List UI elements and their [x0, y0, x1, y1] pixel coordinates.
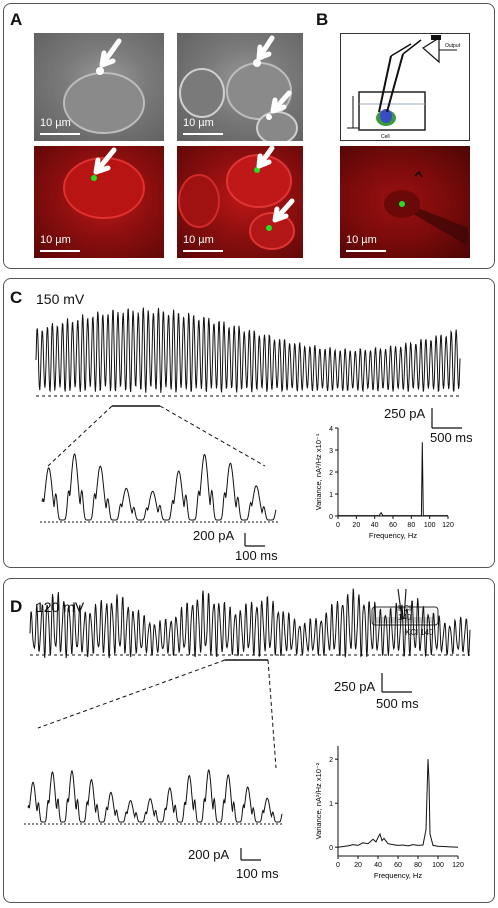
- scale-bar-line: [346, 250, 386, 252]
- cell-outline: [178, 146, 295, 250]
- x-tick-label: 0: [336, 862, 340, 869]
- arrow-icon: [93, 147, 117, 175]
- zoomed-trace-c: [41, 453, 277, 521]
- panel-d-label: D: [10, 597, 23, 616]
- spectrum-line: [338, 442, 448, 517]
- x-tick-label: 120: [442, 522, 454, 529]
- zoom-scale-time-label-c: 100 ms: [235, 548, 278, 563]
- current-trace-c: [35, 307, 461, 393]
- x-tick-label: 80: [414, 862, 422, 869]
- spectrum-line: [337, 759, 459, 848]
- patch-schematic-drawing: Output Cell: [347, 35, 461, 140]
- scale-bar-line: [40, 133, 80, 135]
- zoom-guide-right-d: [267, 659, 277, 769]
- scale-bar-label: 10 µm: [183, 117, 214, 129]
- x-tick-label: 60: [394, 862, 402, 869]
- x-tick-label: 100: [424, 522, 436, 529]
- cell-outline: [63, 147, 145, 219]
- svg-text:Cell: Cell: [381, 134, 390, 140]
- pipette-overlay: [384, 170, 468, 246]
- x-tick-label: 0: [336, 522, 340, 529]
- x-tick-label: 80: [407, 522, 415, 529]
- y-tick-label: 3: [329, 448, 333, 455]
- y-axis-label: Variance, nA²/Hz x10⁻²: [314, 762, 323, 839]
- panel-c-voltage: 150 mV: [36, 291, 85, 307]
- scale-bar-line: [40, 250, 80, 252]
- panel-c-box: [3, 278, 495, 568]
- scale-bar-label: 10 µm: [183, 234, 214, 246]
- scale-time-label-d: 500 ms: [376, 696, 419, 711]
- patch-clamp-schematic: Output Cell: [340, 33, 470, 141]
- micrograph-a-bright-right: 10 µm: [177, 33, 303, 141]
- x-tick-label: 20: [352, 522, 360, 529]
- zoom-guide-right-c: [159, 405, 266, 467]
- x-axis-label: Frequency, Hz: [374, 871, 422, 880]
- scale-bar-label: 10 µm: [40, 117, 71, 129]
- panel-c-traces: [35, 307, 462, 547]
- x-tick-label: 60: [389, 522, 397, 529]
- cell-outline: [179, 35, 298, 141]
- x-tick-label: 40: [374, 862, 382, 869]
- arrow-icon: [272, 198, 295, 223]
- panel-d-traces: [24, 588, 471, 861]
- y-tick-label: 0: [329, 514, 333, 521]
- zoom-scale-current-label-d: 200 pA: [188, 847, 230, 862]
- scale-current-label-d: 250 pA: [334, 679, 376, 694]
- micrograph-a-bright-left: 10 µm: [34, 33, 164, 141]
- zoom-guide-left-c: [47, 405, 113, 467]
- kcl-bath-inset: [371, 588, 439, 626]
- y-tick-label: 0: [329, 845, 333, 852]
- micrograph-b-fluor: 10 µm: [340, 146, 470, 258]
- y-tick-label: 2: [329, 470, 333, 477]
- x-tick-label: 120: [452, 862, 464, 869]
- micrograph-a-fluor-right: 10 µm: [177, 146, 303, 258]
- arrow-icon: [270, 90, 292, 114]
- svg-text:Output: Output: [445, 43, 461, 49]
- y-axis-label: Variance, nA²/Hz x10⁻¹: [314, 433, 323, 510]
- zoom-scale-time-label-d: 100 ms: [236, 866, 279, 881]
- scale-bar-label: 10 µm: [346, 234, 377, 246]
- scale-bar-line: [183, 133, 223, 135]
- scale-time-label-c: 500 ms: [430, 430, 473, 445]
- y-tick-label: 1: [329, 492, 333, 499]
- scale-bar-line: [183, 250, 223, 252]
- arrow-icon: [256, 35, 275, 61]
- panel-d-box: [3, 578, 495, 903]
- spectrum-chart-c: 0 20 40 60 80 100 120 0 1 2 3 4 Frequency, Hz Varianc…: [314, 426, 454, 540]
- panel-b-label: B: [316, 10, 329, 29]
- arrow-icon: [256, 146, 275, 169]
- pipette-solution-label: KCl 140: [398, 604, 412, 622]
- x-tick-label: 20: [354, 862, 362, 869]
- x-tick-label: 100: [432, 862, 444, 869]
- panel-a-label: A: [10, 10, 23, 29]
- arrow-icon: [99, 38, 122, 68]
- y-tick-label: 4: [329, 426, 333, 433]
- current-trace-d: [29, 588, 471, 659]
- x-tick-label: 40: [371, 522, 379, 529]
- spectrum-chart-d: 0 20 40 60 80 100 120 0 1 2 Frequency, Hz Variance,…: [314, 746, 464, 880]
- panel-c-label: C: [10, 288, 23, 307]
- zoom-guide-left-d: [37, 659, 226, 729]
- zoom-scale-current-label-c: 200 pA: [193, 528, 235, 543]
- micrograph-a-fluor-left: 10 µm: [34, 146, 164, 258]
- scale-current-label-c: 250 pA: [384, 406, 426, 421]
- y-tick-label: 2: [329, 757, 333, 764]
- scale-bar-label: 10 µm: [40, 234, 71, 246]
- y-tick-label: 1: [329, 801, 333, 808]
- x-axis-label: Frequency, Hz: [369, 531, 417, 540]
- cell-outline: [63, 38, 145, 134]
- zoomed-trace-d: [27, 769, 283, 823]
